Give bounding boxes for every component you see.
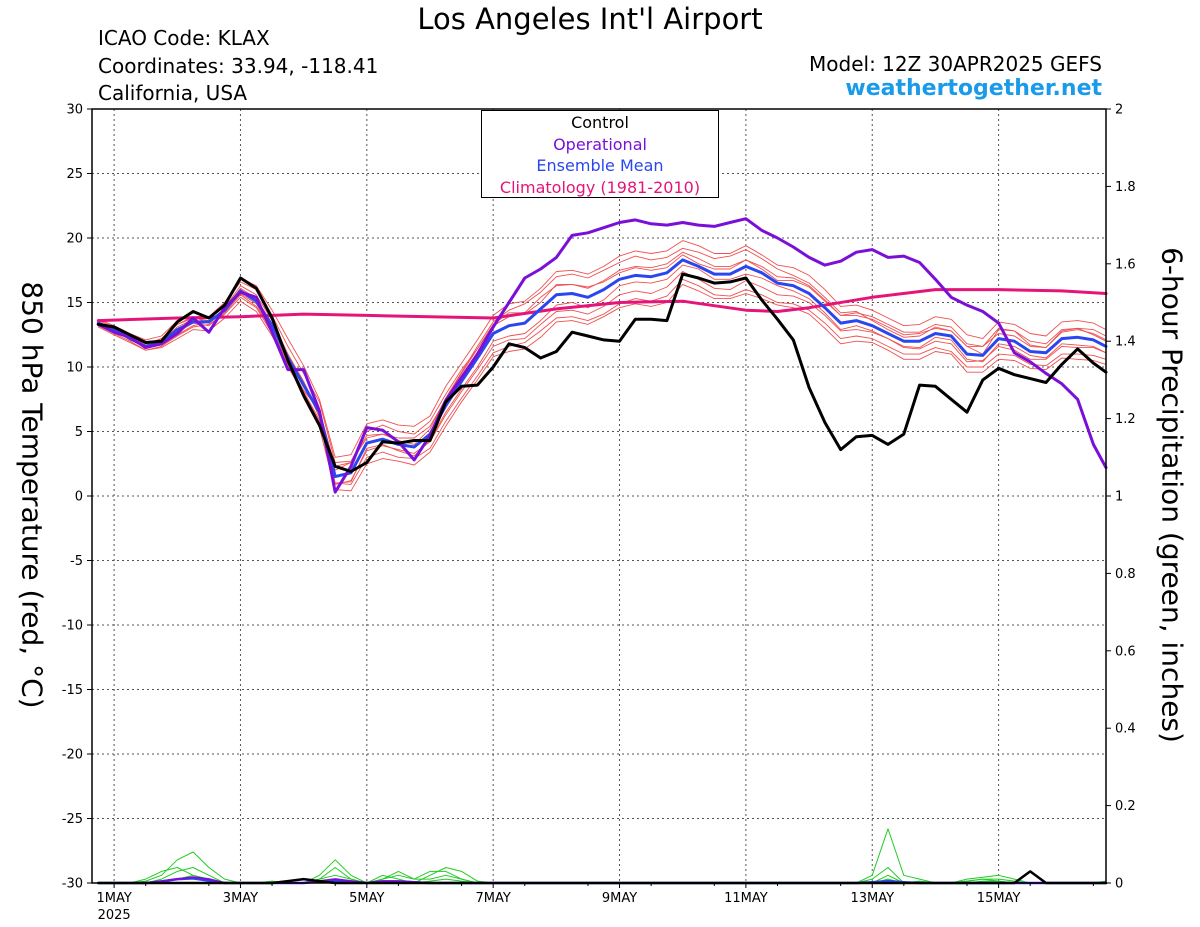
y-tick-label-left: 0 [75, 490, 83, 505]
x-tick-label: 3MAY [223, 891, 258, 906]
x-tick-label: 1MAY [96, 891, 131, 906]
y-tick-label-left: 30 [66, 103, 83, 118]
y-tick-label-right: 2 [1115, 103, 1123, 118]
x-tick-label: 9MAY [602, 891, 637, 906]
x-tick-label: 11MAY [724, 891, 768, 906]
y-tick-label-left: 25 [66, 167, 83, 182]
precip-member-line [97, 851, 1107, 884]
y-tick-label-right: 1.8 [1115, 180, 1136, 195]
grid [92, 109, 1106, 883]
y-tick-label-right: 1.2 [1115, 412, 1136, 427]
y-tick-label-left: -25 [62, 812, 83, 827]
legend-entry-control: Control [571, 113, 629, 132]
y-tick-label-left: 5 [75, 425, 83, 440]
ensemble-member-line [97, 271, 1107, 485]
legend: Control Operational Ensemble Mean Climat… [481, 110, 719, 198]
axes: 302520151050-5-10-15-20-25-3021.81.61.41… [62, 103, 1136, 924]
icao-code: ICAO Code: KLAX [98, 26, 270, 50]
x-tick-label: 15MAY [977, 891, 1021, 906]
x-tick-label: 5MAY [349, 891, 384, 906]
precip-operational-line [97, 876, 1107, 884]
legend-entry-operational: Operational [553, 134, 647, 154]
x-tick-label: 7MAY [476, 891, 511, 906]
y-tick-label-left: -30 [62, 877, 83, 892]
y-tick-label-right: 0.6 [1115, 644, 1136, 659]
precip-member-line [97, 867, 1107, 884]
ensemble-member-line [97, 278, 1107, 485]
y-tick-label-left: -10 [62, 619, 83, 634]
chart-title: Los Angeles Int'l Airport [417, 2, 763, 36]
precip-control-line [97, 870, 1108, 885]
model-run: Model: 12Z 30APR2025 GEFS [809, 52, 1102, 76]
y-tick-label-left: 20 [66, 232, 83, 247]
legend-entry-climatology: Climatology (1981-2010) [499, 177, 701, 197]
y-tick-label-left: -20 [62, 748, 83, 763]
coordinates: Coordinates: 33.94, -118.41 [98, 54, 379, 78]
control-line [96, 272, 1108, 473]
ensemble-member-line [97, 247, 1107, 471]
y-tick-label-left: 10 [66, 361, 83, 376]
ensemble-mean-line [96, 258, 1108, 479]
y-tick-label-right: 0.2 [1115, 799, 1136, 814]
y-tick-label-right: 0 [1115, 877, 1123, 892]
y-tick-label-right: 1.6 [1115, 257, 1136, 272]
site-link[interactable]: weathertogether.net [845, 76, 1102, 101]
y-tick-label-right: 1 [1115, 490, 1123, 505]
x-year-label: 2025 [98, 908, 131, 923]
y-tick-label-right: 0.4 [1115, 722, 1136, 737]
operational-line [96, 217, 1108, 494]
region: California, USA [98, 81, 248, 105]
y-tick-label-left: -5 [70, 554, 83, 569]
main-series [96, 217, 1108, 494]
legend-entry-ensemble-mean: Ensemble Mean [536, 156, 664, 175]
y-tick-label-left: 15 [66, 296, 83, 311]
x-tick-label: 13MAY [850, 891, 894, 906]
y-tick-label-right: 1.4 [1115, 335, 1136, 350]
precip-member-line [97, 828, 1107, 884]
ensemble-member-line [97, 240, 1107, 458]
y-tick-label-right: 0.8 [1115, 567, 1136, 582]
precip-series [97, 828, 1108, 885]
ensemble-members [97, 240, 1107, 492]
y-tick-label-left: -15 [62, 683, 83, 698]
